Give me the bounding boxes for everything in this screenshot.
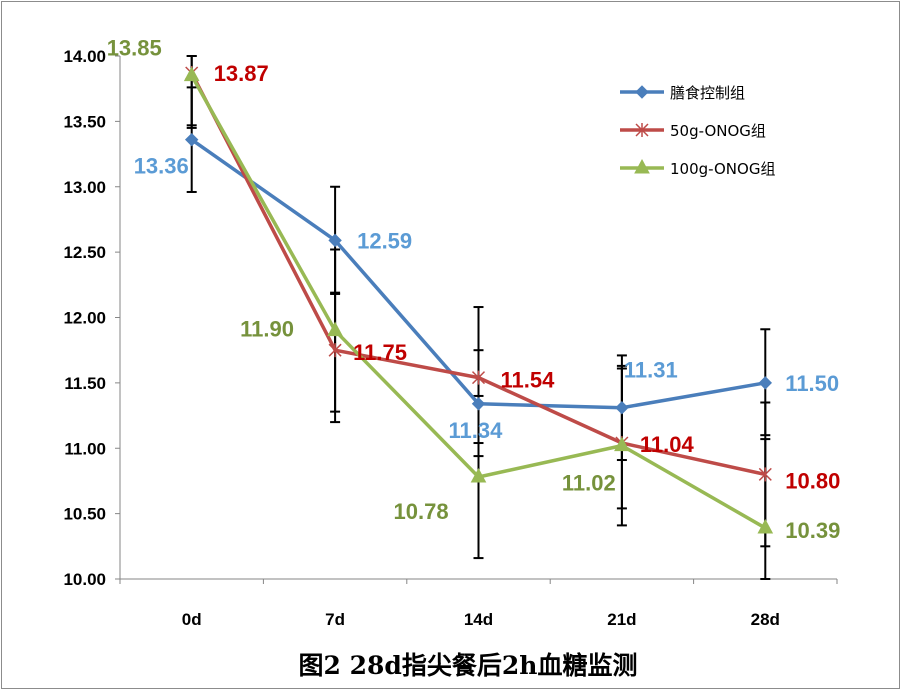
data-point-2 [470, 467, 487, 483]
data-point-2 [183, 66, 200, 82]
data-label: 12.59 [357, 228, 412, 253]
data-point-2 [757, 518, 774, 534]
chart-title: 图2 28d指尖餐后2h血糖监测 [299, 651, 638, 680]
legend-label: 50g-ONOG组 [670, 122, 766, 140]
legend-marker [634, 158, 650, 174]
data-label: 11.75 [353, 340, 407, 365]
y-tick-label: 10.50 [63, 505, 106, 524]
x-tick-label: 21d [607, 610, 636, 629]
y-tick-label: 13.50 [63, 112, 106, 131]
y-tick-label: 11.50 [64, 374, 106, 393]
data-point-1 [758, 467, 772, 482]
data-label: 13.36 [134, 154, 189, 179]
data-point-1 [471, 370, 486, 385]
data-label: 11.50 [785, 371, 839, 396]
data-point-0 [184, 132, 199, 147]
data-label: 11.04 [640, 432, 695, 457]
data-point-2 [327, 321, 343, 337]
data-point-2 [614, 436, 630, 452]
series-lines [183, 65, 774, 534]
data-label: 10.80 [785, 468, 840, 493]
y-tick-label: 13.00 [63, 178, 106, 197]
legend-label: 100g-ONOG组 [670, 160, 775, 178]
y-tick-label: 12.00 [63, 309, 106, 328]
data-label: 11.31 [624, 358, 678, 383]
y-tick-label: 14.00 [63, 47, 106, 66]
x-tick-label: 28d [751, 610, 780, 629]
data-point-0 [758, 376, 773, 390]
y-tick-label: 12.50 [63, 243, 106, 262]
data-point-0 [615, 401, 629, 415]
data-label: 13.85 [107, 36, 162, 61]
y-tick-label: 10.00 [63, 570, 106, 589]
legend-marker [635, 85, 649, 99]
data-label: 13.87 [214, 61, 269, 86]
data-point-0 [328, 233, 342, 248]
data-label: 11.90 [240, 317, 294, 342]
legend: 膳食控制组 50g-ONOG组 100g-ONOG组 [620, 84, 775, 178]
legend-label: 膳食控制组 [670, 84, 745, 102]
axes: 10.00 10.50 11.00 11.50 12.00 12.50 13.00 13.50… [63, 47, 838, 629]
data-labels: 13.36 12.59 11.34 11.31 11.50 13.87 11.75 11.54… [107, 36, 841, 543]
data-label: 11.02 [562, 471, 616, 496]
data-point-1 [328, 343, 342, 358]
x-tick-label: 14d [464, 610, 493, 629]
data-label: 10.39 [785, 518, 840, 543]
x-tick-label: 0d [182, 610, 202, 629]
data-label: 11.34 [449, 418, 504, 443]
y-tick-label: 11.00 [64, 439, 106, 458]
data-point-0 [471, 397, 486, 411]
legend-marker [635, 123, 649, 137]
data-label: 11.54 [501, 368, 556, 393]
data-label: 10.78 [394, 499, 449, 524]
x-tick-label: 7d [325, 610, 345, 629]
